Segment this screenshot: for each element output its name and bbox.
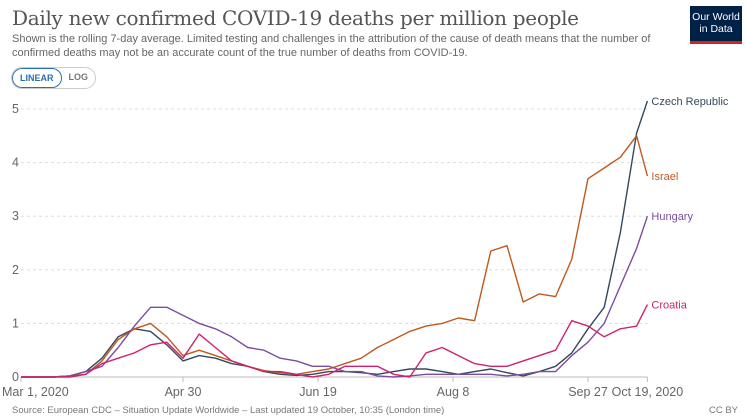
y-tick-label: 5: [12, 102, 19, 116]
series-lines: [21, 100, 649, 378]
series-line-hungary[interactable]: [21, 215, 649, 378]
x-tick-label: Oct 19, 2020: [612, 385, 684, 399]
x-tick-label: Mar 1, 2020: [2, 385, 69, 399]
y-tick-label: 1: [12, 316, 19, 330]
scale-toggle: LINEAR LOG: [11, 67, 96, 89]
y-tick-label: 3: [12, 209, 19, 223]
series-line-israel[interactable]: [21, 135, 649, 378]
series-label[interactable]: Hungary: [651, 211, 693, 223]
linear-scale-button[interactable]: LINEAR: [12, 68, 62, 88]
chart-subtitle: Shown is the rolling 7-day average. Limi…: [12, 33, 651, 59]
x-tick-label: Apr 30: [165, 385, 202, 399]
x-tick-label: Jun 19: [299, 385, 337, 399]
gridlines: [21, 108, 648, 378]
y-tick-label: 2: [12, 263, 19, 277]
series-line-croatia[interactable]: [21, 304, 649, 378]
y-axis: 0 1 2 3 4 5: [12, 102, 19, 384]
chart-title: Daily new confirmed COVID-19 deaths per …: [12, 6, 579, 30]
series-line-czech-republic[interactable]: [21, 100, 649, 378]
x-tick-label: Aug 8: [437, 385, 470, 399]
source-note[interactable]: Source: European CDC – Situation Update …: [12, 405, 445, 416]
y-tick-label: 0: [12, 370, 19, 384]
series-label[interactable]: Croatia: [651, 300, 687, 312]
series-label[interactable]: Israel: [651, 171, 678, 183]
y-tick-label: 4: [12, 156, 19, 170]
x-axis: Mar 1, 2020 Apr 30 Jun 19 Aug 8 Sep 27 Oct 19…: [2, 377, 683, 399]
logo-text: Our World in Data: [692, 11, 740, 35]
log-scale-button[interactable]: LOG: [68, 72, 89, 82]
license-link[interactable]: CC BY: [708, 405, 738, 416]
series-labels: Czech Republic Israel Hungary Croatia: [651, 96, 729, 312]
series-label[interactable]: Czech Republic: [651, 96, 729, 108]
x-tick-label: Sep 27: [568, 385, 608, 399]
owid-logo[interactable]: Our World in Data: [690, 6, 742, 44]
